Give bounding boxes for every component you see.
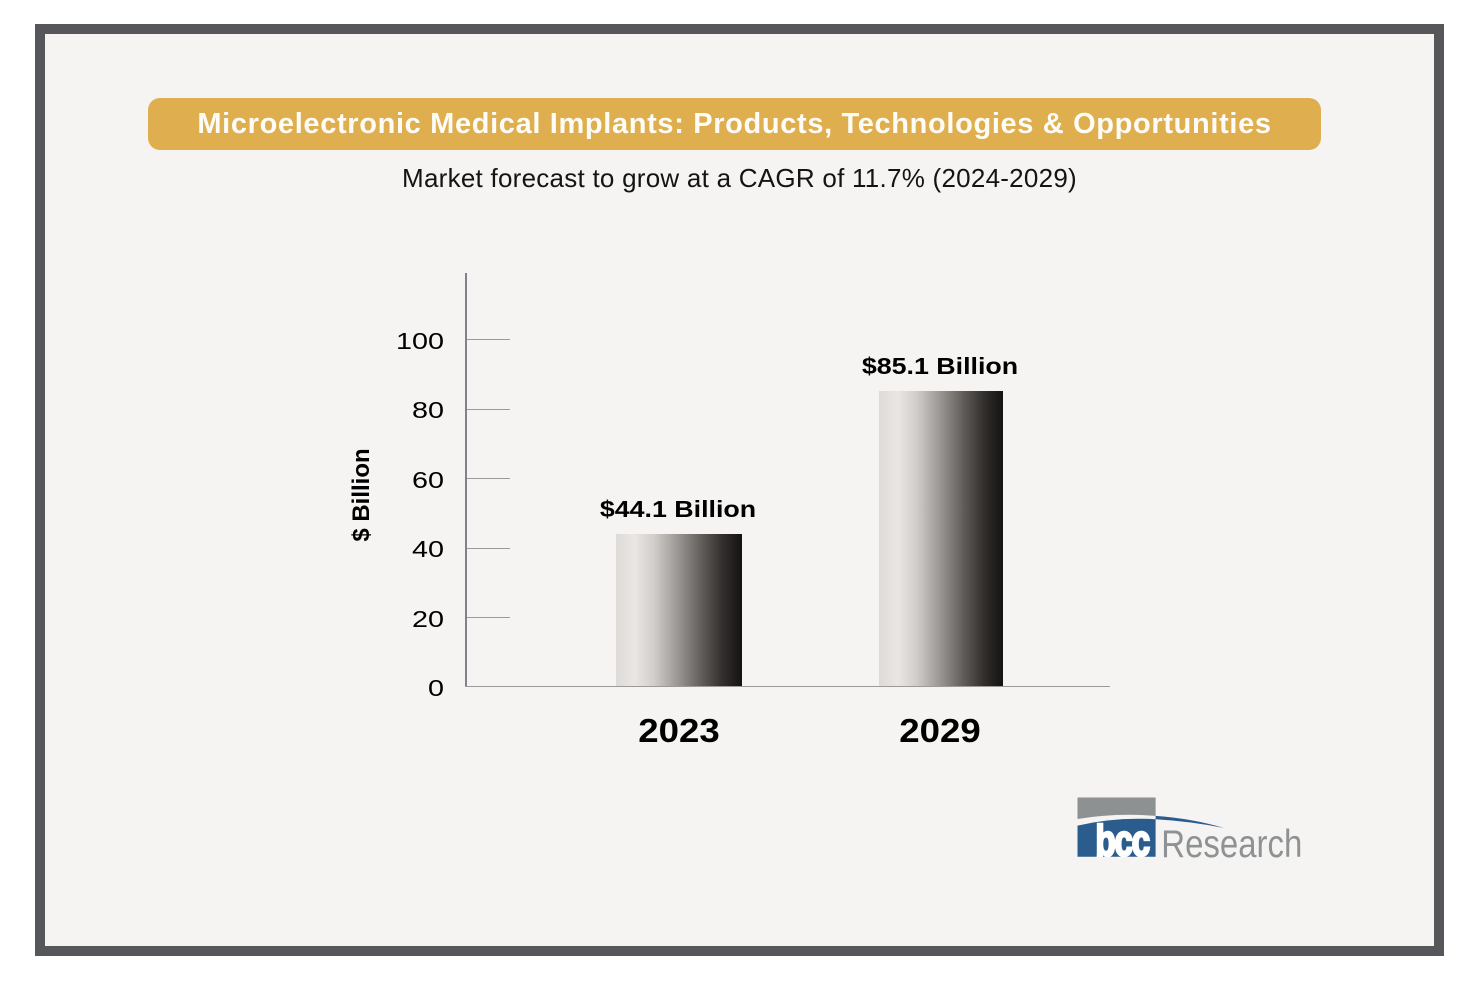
svg-text:bcc: bcc	[1096, 817, 1150, 866]
svg-text:Research: Research	[1161, 821, 1302, 865]
